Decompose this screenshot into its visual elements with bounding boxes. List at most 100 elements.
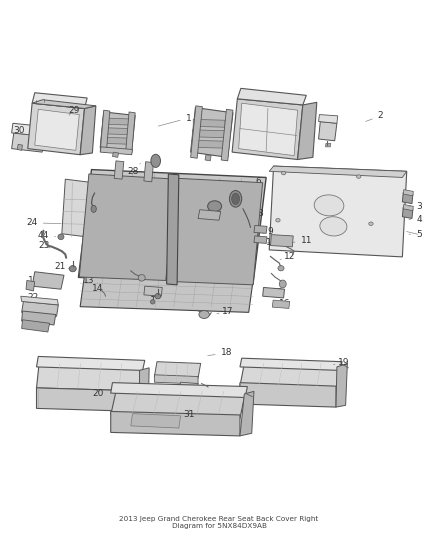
Text: 22: 22	[28, 294, 39, 302]
Text: 7: 7	[239, 193, 246, 202]
Polygon shape	[21, 302, 58, 316]
Polygon shape	[403, 207, 413, 219]
Text: 10: 10	[265, 238, 277, 247]
Ellipse shape	[91, 205, 96, 212]
Ellipse shape	[282, 171, 286, 175]
Polygon shape	[114, 161, 124, 179]
Polygon shape	[140, 368, 149, 411]
Text: 3: 3	[409, 202, 422, 211]
Text: 29: 29	[68, 106, 80, 115]
Ellipse shape	[357, 175, 361, 179]
Text: 13: 13	[83, 276, 98, 285]
Polygon shape	[32, 100, 96, 108]
Polygon shape	[12, 123, 46, 136]
Polygon shape	[21, 320, 49, 332]
Text: 14: 14	[150, 290, 161, 299]
Polygon shape	[237, 88, 306, 105]
Polygon shape	[193, 119, 225, 127]
Polygon shape	[17, 144, 22, 150]
Text: 13: 13	[147, 267, 162, 276]
Ellipse shape	[69, 265, 76, 272]
Polygon shape	[318, 115, 338, 123]
Polygon shape	[271, 235, 293, 247]
Polygon shape	[111, 383, 247, 398]
Text: 15: 15	[28, 276, 43, 285]
Polygon shape	[191, 140, 227, 148]
Polygon shape	[36, 388, 140, 411]
Polygon shape	[240, 358, 342, 370]
Polygon shape	[111, 390, 245, 418]
Text: 21: 21	[150, 287, 161, 296]
Polygon shape	[263, 287, 285, 298]
Text: 24: 24	[27, 219, 61, 228]
Polygon shape	[144, 286, 162, 296]
Text: 17: 17	[217, 307, 233, 316]
Text: 1: 1	[159, 114, 191, 126]
Polygon shape	[239, 103, 297, 156]
Ellipse shape	[278, 265, 284, 271]
Text: 28: 28	[127, 164, 141, 176]
Ellipse shape	[320, 217, 347, 236]
Polygon shape	[36, 364, 143, 391]
Polygon shape	[36, 357, 145, 370]
Polygon shape	[240, 383, 336, 407]
Text: 2: 2	[366, 111, 383, 122]
Text: 20: 20	[92, 390, 103, 399]
Text: 5: 5	[409, 230, 422, 239]
Polygon shape	[154, 362, 201, 378]
Text: 31: 31	[184, 410, 195, 419]
Text: 19: 19	[333, 358, 349, 367]
Text: 27: 27	[86, 195, 97, 204]
Polygon shape	[12, 133, 45, 152]
Ellipse shape	[232, 193, 240, 205]
Polygon shape	[126, 112, 135, 154]
Polygon shape	[102, 128, 130, 135]
Ellipse shape	[150, 300, 155, 304]
Ellipse shape	[155, 294, 161, 299]
Polygon shape	[35, 109, 79, 150]
Text: 11: 11	[292, 236, 312, 245]
Text: 2013 Jeep Grand Cherokee Rear Seat Back Cover Right
Diagram for 5NX84DX9AB: 2013 Jeep Grand Cherokee Rear Seat Back …	[120, 516, 318, 529]
Polygon shape	[269, 166, 407, 177]
Polygon shape	[269, 166, 407, 257]
Text: 16: 16	[279, 299, 290, 308]
Text: 4: 4	[409, 215, 422, 224]
Polygon shape	[254, 236, 267, 244]
Polygon shape	[403, 205, 413, 211]
Polygon shape	[198, 210, 221, 220]
Text: 14: 14	[92, 284, 103, 293]
Polygon shape	[179, 382, 198, 391]
Ellipse shape	[230, 190, 242, 207]
Ellipse shape	[279, 280, 286, 288]
Polygon shape	[154, 375, 198, 384]
Text: 25: 25	[204, 219, 215, 228]
Polygon shape	[80, 275, 253, 312]
Text: 44: 44	[38, 231, 56, 239]
Polygon shape	[21, 311, 56, 325]
Polygon shape	[100, 110, 110, 152]
Polygon shape	[113, 152, 119, 157]
Ellipse shape	[138, 274, 145, 281]
Polygon shape	[32, 272, 64, 289]
Polygon shape	[144, 161, 153, 182]
Polygon shape	[240, 391, 254, 436]
Polygon shape	[403, 192, 413, 204]
Polygon shape	[167, 179, 263, 285]
Text: 30: 30	[13, 126, 29, 135]
Ellipse shape	[314, 195, 344, 216]
Polygon shape	[111, 411, 240, 436]
Polygon shape	[297, 102, 317, 159]
Polygon shape	[26, 280, 35, 291]
Polygon shape	[80, 106, 96, 155]
Polygon shape	[166, 174, 179, 285]
Ellipse shape	[276, 219, 280, 222]
Ellipse shape	[58, 234, 64, 240]
Polygon shape	[272, 300, 290, 309]
Polygon shape	[100, 112, 135, 151]
Polygon shape	[101, 138, 131, 144]
Text: 8: 8	[251, 209, 263, 218]
Polygon shape	[21, 296, 58, 305]
Polygon shape	[79, 174, 176, 280]
Text: 12: 12	[280, 252, 295, 261]
Polygon shape	[240, 364, 340, 390]
